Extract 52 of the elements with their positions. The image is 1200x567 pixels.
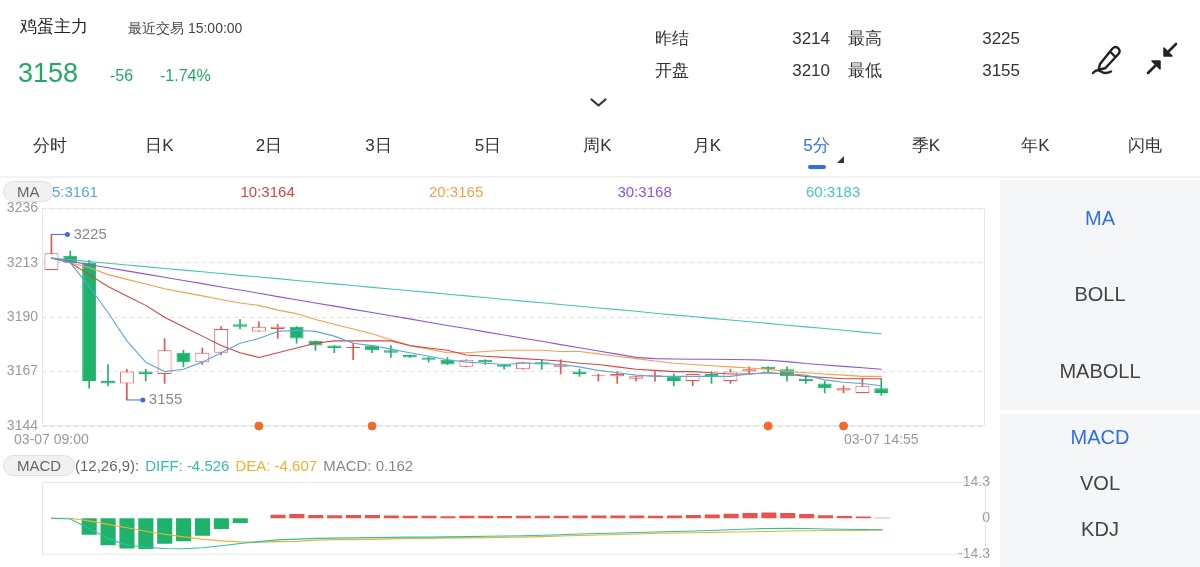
text: 60:3183 — [806, 182, 862, 202]
text: 3155 — [982, 61, 1020, 82]
text: 闪电 — [1127, 136, 1163, 157]
y-tick-label: 3236 — [6, 199, 39, 216]
text: 30:3168 — [617, 182, 673, 202]
text: 开盘 — [655, 61, 689, 82]
text: 3225 — [982, 29, 1020, 50]
text: 月K — [691, 136, 723, 157]
text: 最高 — [848, 29, 882, 50]
text: 最低 — [848, 61, 882, 82]
text: 分时 — [32, 136, 68, 157]
text: VOL — [1079, 471, 1121, 495]
text: 年K — [1020, 136, 1051, 157]
candlestick — [346, 342, 361, 361]
text: MABOLL — [1059, 360, 1141, 384]
chart-title: MA — [3, 181, 54, 202]
text: BOLL — [1074, 283, 1126, 307]
annotation: 3155 — [148, 390, 183, 408]
text: 最近交易 15:00:00 — [128, 20, 243, 37]
text: 季K — [910, 136, 942, 157]
text: DEA: -4.607 — [235, 456, 318, 476]
text: 3210 — [792, 61, 830, 82]
y-tick-label: 3167 — [6, 362, 39, 379]
chart-title: MACD — [3, 455, 76, 476]
text: 2日 — [254, 136, 284, 157]
text: 3158 — [18, 57, 79, 90]
text: 10:3164 — [240, 182, 296, 202]
x-tick-label: 03-07 14:55 — [843, 431, 919, 448]
text: 周K — [582, 136, 613, 157]
x-tick-label: 03-07 09:00 — [14, 431, 90, 448]
y-tick-label: -14.3 — [958, 545, 991, 562]
text: 5日 — [473, 136, 503, 157]
text: MA — [1085, 206, 1115, 230]
text: 20:3165 — [429, 182, 485, 202]
text: -56 — [110, 66, 134, 86]
y-tick-label: 3190 — [6, 308, 39, 325]
legend-title: (12,26,9): — [75, 456, 140, 476]
text: DIFF: -4.526 — [145, 456, 230, 476]
text: 昨结 — [655, 29, 689, 50]
text: 5分 — [802, 136, 831, 157]
text: 日K — [144, 136, 175, 157]
y-tick-label: 3144 — [6, 416, 39, 433]
annotation: 3225 — [73, 224, 107, 242]
text: KDJ — [1081, 518, 1119, 542]
text: 鸡蛋主力 — [20, 17, 88, 38]
text: 3日 — [364, 136, 393, 157]
text: MACD: 0.162 — [323, 456, 414, 476]
text: MACD — [1070, 425, 1130, 449]
text: 5:3161 — [52, 182, 99, 202]
text: -1.74% — [160, 66, 211, 86]
y-tick-label: 3213 — [6, 253, 39, 270]
text: 3214 — [792, 29, 830, 50]
